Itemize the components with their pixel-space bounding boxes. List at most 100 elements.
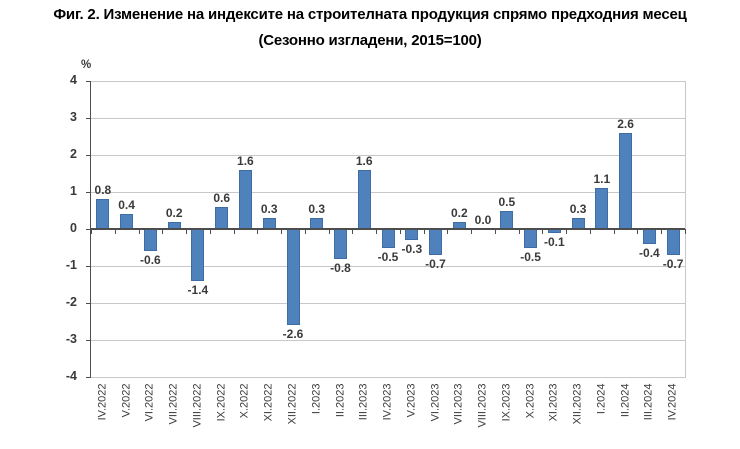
gridline bbox=[91, 191, 685, 193]
x-category-label: I.2023 bbox=[310, 383, 323, 415]
bar-value-label: -2.6 bbox=[282, 327, 304, 342]
bar bbox=[405, 229, 419, 241]
gridline bbox=[91, 117, 685, 119]
x-category-label: II.2023 bbox=[334, 383, 346, 418]
gridline bbox=[91, 265, 685, 267]
x-category-label: IX.2022 bbox=[215, 383, 228, 422]
y-tick-mark bbox=[86, 339, 91, 341]
x-tick-mark bbox=[589, 229, 591, 234]
x-tick-mark bbox=[423, 229, 425, 234]
bar-value-label: 0.3 bbox=[569, 201, 587, 216]
x-tick-mark bbox=[661, 229, 663, 234]
x-category-label: XII.2023 bbox=[571, 383, 584, 425]
x-tick-mark bbox=[138, 229, 140, 234]
x-tick-mark bbox=[376, 229, 378, 234]
gridline bbox=[91, 339, 685, 341]
x-tick-mark bbox=[471, 229, 473, 234]
bar-value-label: 2.6 bbox=[617, 116, 634, 131]
bar-value-label: -0.5 bbox=[520, 249, 541, 264]
x-category-label: VII.2023 bbox=[452, 383, 465, 425]
x-tick-mark bbox=[281, 229, 283, 234]
bar-value-label: 0.0 bbox=[474, 213, 492, 227]
bar-value-label: -0.7 bbox=[662, 256, 684, 271]
bar-value-label: 0.2 bbox=[165, 205, 183, 220]
bar-value-label: 0.8 bbox=[94, 183, 112, 198]
y-tick-mark bbox=[86, 302, 91, 304]
x-tick-mark bbox=[399, 229, 401, 234]
x-tick-mark bbox=[186, 229, 188, 234]
gridline bbox=[91, 154, 685, 156]
y-tick-label: 0 bbox=[70, 221, 77, 235]
bar-value-label: 0.4 bbox=[118, 198, 135, 213]
gridline bbox=[91, 80, 685, 82]
x-category-label: X.2023 bbox=[524, 383, 537, 419]
figure-title: Фиг. 2. Изменение на индексите на строит… bbox=[53, 6, 687, 23]
bar-value-label: -0.1 bbox=[543, 234, 565, 249]
bar-value-label: -0.6 bbox=[140, 253, 161, 268]
bar bbox=[120, 214, 134, 229]
x-tick-mark bbox=[685, 229, 686, 234]
x-category-label: VII.2022 bbox=[167, 383, 180, 425]
y-tick-mark bbox=[86, 117, 91, 119]
x-category-label: I.2024 bbox=[595, 383, 608, 415]
x-category-label: IV.2023 bbox=[381, 383, 394, 421]
x-category-label: VI.2023 bbox=[429, 383, 441, 422]
bar-value-label: -0.5 bbox=[377, 249, 399, 264]
y-tick-label: -2 bbox=[65, 295, 77, 309]
bar bbox=[334, 229, 347, 259]
x-category-label: III.2024 bbox=[642, 383, 655, 421]
x-category-label: XI.2023 bbox=[547, 383, 560, 422]
x-category-label: VI.2022 bbox=[143, 383, 156, 422]
x-category-label: II.2024 bbox=[619, 383, 632, 418]
x-tick-mark bbox=[162, 229, 164, 234]
bar bbox=[357, 169, 371, 229]
y-tick-mark bbox=[86, 265, 91, 267]
y-axis-line bbox=[89, 81, 91, 378]
bar bbox=[642, 229, 656, 244]
x-category-label: XI.2022 bbox=[262, 383, 275, 422]
bar-value-label: 0.3 bbox=[260, 201, 278, 216]
bar-value-label: 1.6 bbox=[237, 153, 254, 168]
x-category-label: VIII.2023 bbox=[476, 383, 489, 428]
x-category-label: IV.2024 bbox=[666, 383, 679, 421]
x-category-label: IV.2022 bbox=[96, 383, 109, 421]
x-tick-mark bbox=[542, 229, 544, 234]
y-tick-label: 1 bbox=[70, 184, 77, 198]
x-tick-mark bbox=[114, 229, 116, 234]
bar-value-label: -1.4 bbox=[187, 282, 209, 297]
x-tick-mark bbox=[352, 229, 354, 234]
bar-value-label: 1.6 bbox=[355, 153, 373, 168]
x-category-label: V.2023 bbox=[405, 383, 418, 418]
y-tick-label: -3 bbox=[65, 332, 77, 346]
x-tick-mark bbox=[566, 229, 568, 234]
x-tick-mark bbox=[233, 229, 235, 234]
y-axis-unit-label: % bbox=[81, 59, 92, 71]
y-tick-mark bbox=[86, 80, 91, 82]
bar bbox=[215, 206, 229, 229]
bar-value-label: -0.3 bbox=[401, 242, 423, 257]
y-tick-label: 4 bbox=[70, 73, 77, 87]
y-tick-label: -1 bbox=[65, 258, 77, 272]
x-category-label: XII.2022 bbox=[286, 383, 299, 425]
y-tick-label: 2 bbox=[70, 147, 77, 161]
gridline bbox=[91, 302, 685, 304]
bar bbox=[286, 229, 300, 326]
gridline bbox=[91, 376, 685, 378]
x-tick-mark bbox=[637, 229, 639, 234]
bar-value-label: 0.2 bbox=[450, 205, 468, 220]
x-category-label: III.2023 bbox=[357, 383, 370, 421]
x-tick-mark bbox=[91, 229, 92, 234]
y-tick-mark bbox=[86, 191, 91, 193]
y-tick-label: 3 bbox=[70, 110, 77, 124]
x-category-label: VIII.2022 bbox=[191, 383, 204, 428]
bar-value-label: 0.3 bbox=[308, 201, 326, 216]
x-category-label: IX.2023 bbox=[500, 383, 513, 422]
y-tick-label: -4 bbox=[65, 369, 77, 383]
bar bbox=[191, 229, 205, 281]
bar-value-label: 0.5 bbox=[498, 194, 516, 209]
x-tick-mark bbox=[209, 229, 211, 234]
bar bbox=[143, 229, 157, 252]
figure-subtitle: (Сезонно изгладени, 2015=100) bbox=[258, 32, 482, 49]
